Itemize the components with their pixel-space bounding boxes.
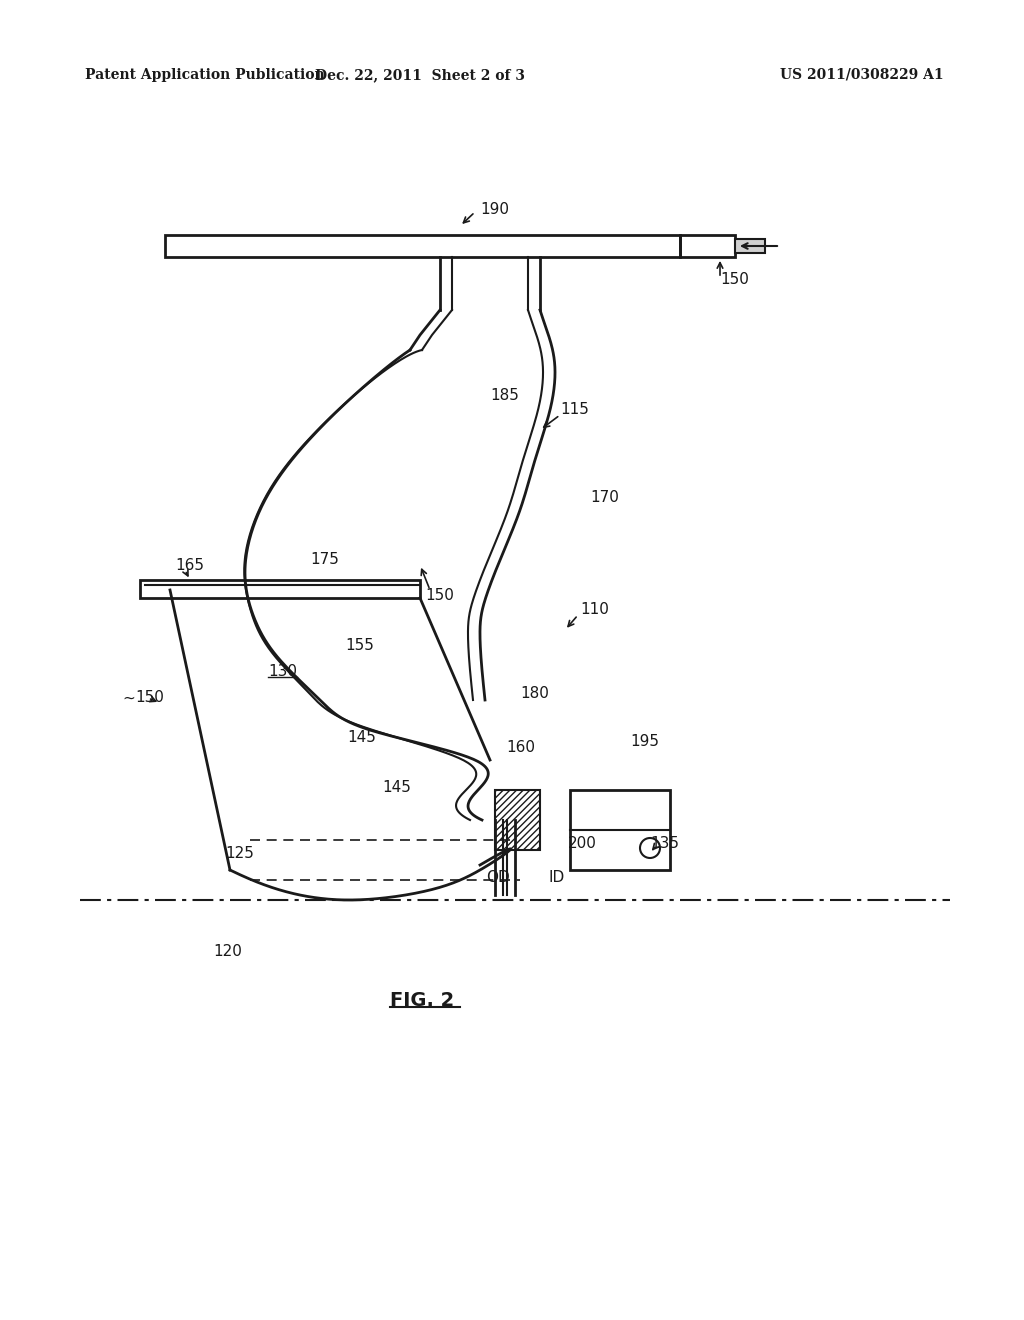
Text: 115: 115	[560, 403, 589, 417]
Text: FIG. 2: FIG. 2	[390, 990, 455, 1010]
Text: 175: 175	[310, 553, 339, 568]
Text: 135: 135	[650, 836, 679, 850]
Text: OD: OD	[486, 870, 510, 886]
Text: 170: 170	[590, 490, 618, 504]
Text: ID: ID	[548, 870, 564, 886]
Text: Patent Application Publication: Patent Application Publication	[85, 69, 325, 82]
Text: 185: 185	[490, 388, 519, 403]
Text: 130: 130	[268, 664, 297, 680]
Text: 190: 190	[480, 202, 509, 218]
Text: 150: 150	[425, 587, 454, 602]
Text: 200: 200	[568, 836, 597, 850]
Text: US 2011/0308229 A1: US 2011/0308229 A1	[780, 69, 944, 82]
Bar	[570, 789, 670, 870]
Text: 145: 145	[347, 730, 376, 746]
Text: 120: 120	[213, 945, 242, 960]
Text: 160: 160	[506, 741, 535, 755]
Text: 195: 195	[630, 734, 659, 750]
Text: 165: 165	[175, 557, 204, 573]
Text: 150: 150	[720, 272, 749, 288]
Text: 180: 180	[520, 685, 549, 701]
Bar	[495, 789, 540, 850]
Text: 155: 155	[345, 638, 374, 652]
Text: 110: 110	[580, 602, 609, 618]
Text: Dec. 22, 2011  Sheet 2 of 3: Dec. 22, 2011 Sheet 2 of 3	[315, 69, 525, 82]
Text: 125: 125	[225, 846, 254, 861]
Text: 150: 150	[135, 690, 164, 705]
Text: ~: ~	[122, 690, 135, 705]
Text: 145: 145	[382, 780, 411, 795]
Polygon shape	[735, 239, 765, 253]
